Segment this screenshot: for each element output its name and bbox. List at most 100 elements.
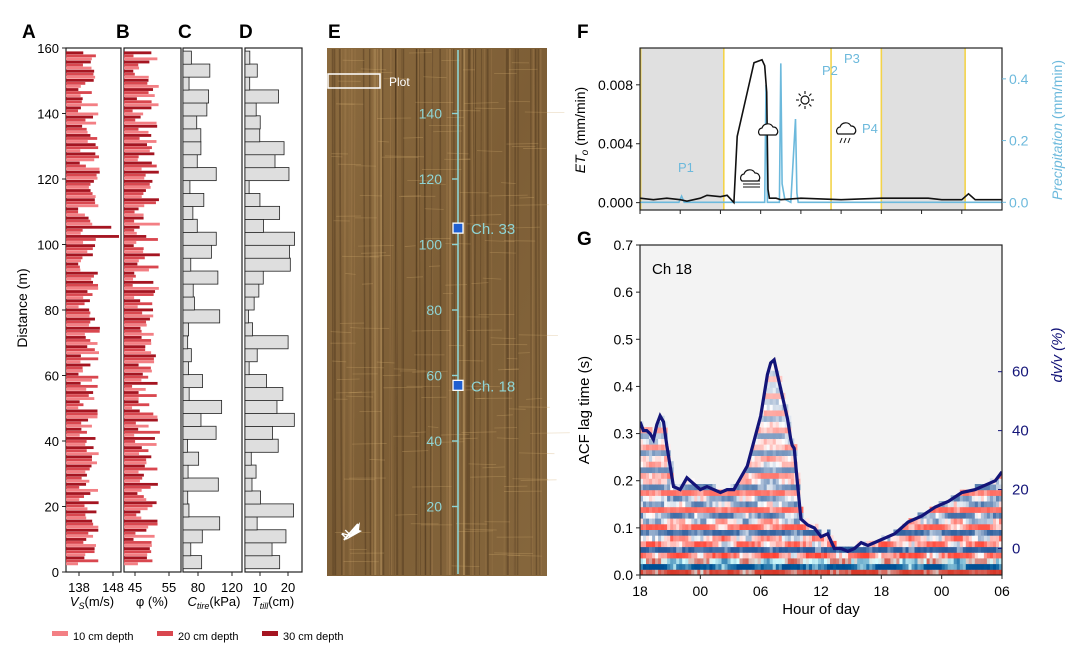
vs-bar (66, 336, 86, 339)
heatmap-cell (996, 489, 1000, 496)
heatmap-cell (664, 478, 668, 485)
heatmap-cell (784, 461, 789, 468)
heatmap-cell (646, 432, 650, 439)
vs-bar (66, 283, 99, 287)
heatmap-cell (703, 506, 707, 513)
porosity-bar (124, 63, 139, 67)
heatmap-cell (691, 535, 695, 542)
heatmap-cell (661, 552, 665, 559)
heatmap-cell (854, 557, 858, 565)
heatmap-cell (971, 489, 976, 496)
heatmap-cell (658, 535, 662, 542)
heatmap-cell (679, 523, 683, 530)
heatmap-cell (959, 552, 964, 559)
vs-bar (66, 189, 91, 192)
tire-axis-label: Ctire(kPa) (188, 594, 241, 611)
crop-row-line (381, 48, 385, 576)
channel-label: Ch. 18 (471, 378, 515, 395)
crop-row-line (333, 48, 337, 576)
heatmap-cell (769, 478, 774, 485)
heatmap-cell (962, 563, 967, 570)
sun-icon-core (800, 95, 810, 105)
heatmap-cell (757, 432, 762, 439)
porosity-bar (124, 391, 139, 394)
heatmap-cell (745, 540, 750, 548)
porosity-bar (124, 467, 158, 471)
heatmap-cell (778, 563, 783, 570)
heatmap-cell (993, 535, 997, 542)
heatmap-cell (727, 569, 731, 575)
heatmap-cell (959, 518, 964, 525)
heatmap-cell (652, 472, 656, 479)
heatmap-cell (691, 523, 695, 530)
heatmap-cell (775, 398, 780, 405)
heatmap-cell (938, 540, 943, 548)
heatmap-cell (727, 563, 731, 570)
heatmap-cell (769, 398, 774, 405)
porosity-bar (124, 140, 157, 143)
vs-bar (66, 443, 86, 446)
heatmap-cell (965, 523, 970, 530)
channel-marker (452, 222, 464, 234)
heatmap-cell (911, 540, 915, 548)
precip-peak-label: P2 (822, 63, 838, 78)
tire-bar (182, 141, 202, 156)
heatmap-cell (748, 472, 753, 479)
heatmap-cell (658, 495, 662, 502)
heatmap-cell (742, 523, 747, 530)
heatmap-cell (974, 523, 979, 530)
heatmap-cell (935, 535, 940, 542)
heatmap-cell (754, 466, 759, 474)
heatmap-cell (700, 557, 704, 565)
heatmap-cell (676, 569, 680, 575)
heatmap-cell (751, 461, 756, 468)
heatmap-cell (920, 529, 924, 536)
heatmap-cell (667, 535, 671, 542)
heatmap-cell (796, 529, 801, 536)
heatmap-cell (730, 495, 734, 502)
heatmap-cell (667, 540, 671, 548)
heatmap-cell (754, 455, 759, 462)
heatmap-cell (950, 563, 955, 570)
heatmap-cell (959, 540, 964, 548)
heatmap-cell (763, 415, 768, 422)
legend-swatch-10cm (52, 631, 68, 636)
heatmap-cell (989, 535, 994, 542)
porosity-bar (124, 115, 141, 119)
panel-g-plot-area (640, 245, 1002, 575)
heatmap-cell (971, 569, 976, 575)
heatmap-cell (999, 557, 1002, 565)
heatmap-cell (775, 563, 780, 570)
vs-bar (66, 418, 89, 422)
till-bar (244, 231, 295, 246)
heatmap-cell (778, 398, 783, 405)
vs-bar (66, 320, 91, 324)
heatmap-cell (802, 523, 807, 530)
heatmap-cell (679, 495, 683, 502)
heatmap-cell (718, 535, 722, 542)
heatmap-cell (646, 444, 650, 451)
heatmap-cell (715, 563, 719, 570)
heatmap-cell (640, 449, 644, 456)
heatmap-cell (646, 489, 650, 496)
heatmap-cell (775, 489, 780, 496)
heatmap-cell (796, 557, 801, 565)
heatmap-cell (736, 569, 740, 575)
heatmap-cell (649, 484, 653, 491)
heatmap-cell (974, 484, 979, 491)
heatmap-cell (905, 523, 909, 530)
till-bar (244, 205, 281, 220)
x-tick-label: 80 (191, 580, 205, 595)
heatmap-cell (655, 484, 659, 491)
heatmap-cell (712, 535, 716, 542)
heatmap-cell (857, 569, 861, 575)
heatmap-cell (977, 506, 982, 513)
heatmap-cell (751, 489, 756, 496)
heatmap-cell (652, 557, 656, 565)
porosity-bar (124, 406, 133, 410)
heatmap-cell (709, 523, 713, 530)
heatmap-cell (793, 529, 798, 536)
heatmap-cell (736, 523, 740, 530)
heatmap-cell (760, 489, 765, 496)
heatmap-cell (709, 529, 713, 536)
